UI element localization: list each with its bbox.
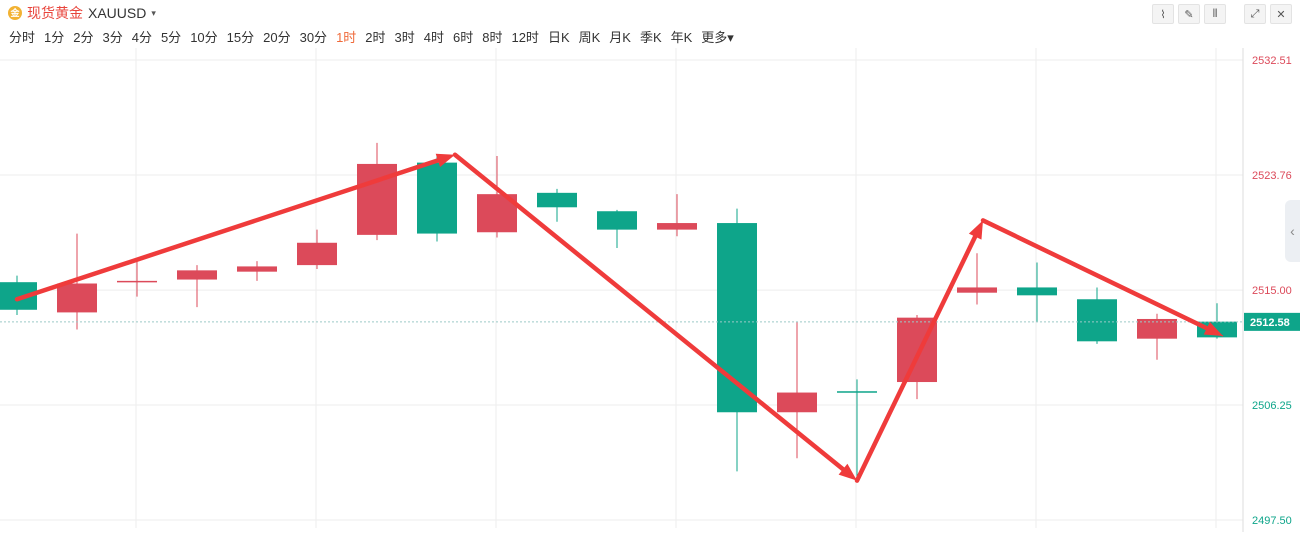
candlestick-chart: 2532.51 2523.76 2515.00 2506.25 2497.50 2512.… bbox=[0, 48, 1300, 532]
draw-icon[interactable]: ✎ bbox=[1178, 4, 1200, 24]
period-tabs: 分时 1分 2分 3分 4分 5分 10分 15分 20分 30分 1时 2时 3时 4时 6时 8时 12时日… bbox=[9, 27, 734, 46]
trend-arrow-head bbox=[838, 463, 857, 481]
period-tab[interactable]: 2时 bbox=[365, 30, 386, 45]
period-tab[interactable]: 3分 bbox=[102, 30, 123, 45]
period-tab[interactable]: 12时 bbox=[511, 30, 539, 45]
close-icon[interactable]: ✕ bbox=[1270, 4, 1292, 24]
candle-body bbox=[297, 242, 337, 266]
period-tab[interactable]: 4分 bbox=[131, 30, 152, 45]
candle-body bbox=[177, 270, 217, 280]
period-tab[interactable]: 分时 bbox=[9, 30, 36, 45]
period-tab[interactable]: 4时 bbox=[423, 30, 444, 45]
trend-arrow-head bbox=[1203, 321, 1223, 337]
y-tick-label: 2523.76 bbox=[1252, 170, 1292, 182]
last-price-tag bbox=[1244, 312, 1300, 331]
candle-body bbox=[417, 162, 457, 234]
trend-arrow-shaft bbox=[452, 152, 849, 475]
y-tick-label: 2532.51 bbox=[1252, 55, 1292, 67]
candle-body bbox=[1077, 299, 1117, 342]
indicator-icon[interactable]: ⌇ bbox=[1152, 4, 1174, 24]
period-tab[interactable]: 1分 bbox=[44, 30, 65, 45]
period-tab[interactable]: 2分 bbox=[73, 30, 94, 45]
chevron-down-icon: ▾ bbox=[151, 7, 156, 18]
period-tab[interactable]: 15分 bbox=[226, 30, 255, 45]
y-tick-label: 2506.25 bbox=[1252, 400, 1292, 412]
candle-body bbox=[57, 283, 97, 313]
y-tick-label: 2515.00 bbox=[1252, 285, 1292, 297]
candle-body bbox=[837, 391, 877, 393]
period-tab[interactable]: 周K bbox=[578, 30, 601, 45]
period-tab[interactable]: 10分 bbox=[190, 30, 218, 45]
symbol-name: 现货黄金 bbox=[27, 5, 83, 21]
period-tab[interactable]: 日K bbox=[547, 30, 570, 45]
candle-body bbox=[957, 287, 997, 293]
chevron-left-icon: ‹ bbox=[1290, 223, 1295, 239]
candle-body bbox=[777, 392, 817, 413]
gold-coin-icon: 金 bbox=[8, 6, 22, 20]
symbol-code: XAUUSD bbox=[88, 5, 147, 21]
candle-body bbox=[657, 223, 697, 230]
symbol-selector[interactable]: 金 现货黄金 XAUUSD ▾ bbox=[8, 3, 156, 23]
last-price-label: 2512.58 bbox=[1250, 317, 1290, 329]
candle-style-icon[interactable]: ⫴ bbox=[1204, 4, 1226, 24]
y-tick-label: 2497.50 bbox=[1252, 515, 1292, 527]
period-tab[interactable]: 月K bbox=[609, 30, 631, 45]
trend-arrow-shaft bbox=[14, 156, 444, 302]
period-tab[interactable]: 年K bbox=[670, 30, 693, 45]
side-panel-toggle[interactable]: ‹ bbox=[1285, 200, 1300, 262]
candle-body bbox=[537, 192, 577, 208]
candle-body bbox=[237, 266, 277, 272]
trend-arrow-head bbox=[435, 153, 455, 168]
candle-body bbox=[1137, 318, 1177, 339]
period-tab[interactable]: 8时 bbox=[482, 30, 503, 45]
period-tab[interactable]: 30分 bbox=[299, 30, 328, 45]
toolbar: ⌇ ✎ ⫴ ⤢ ✕ bbox=[1152, 4, 1292, 24]
trend-arrow-shaft bbox=[980, 218, 1213, 333]
top-bar: 金 现货黄金 XAUUSD ▾ ⌇ ✎ ⫴ ⤢ ✕ bbox=[0, 0, 1300, 24]
trend-arrow-shaft bbox=[854, 230, 980, 483]
candle-body bbox=[1017, 287, 1057, 296]
period-tab[interactable]: 更多▾ bbox=[701, 30, 734, 45]
period-tab[interactable]: 1时 bbox=[336, 30, 357, 45]
period-tab[interactable]: 5分 bbox=[160, 30, 182, 45]
period-tab[interactable]: 20分 bbox=[263, 30, 291, 45]
period-tab[interactable]: 季K bbox=[639, 30, 662, 45]
period-tab[interactable]: 3时 bbox=[394, 30, 415, 45]
period-tab[interactable]: 6时 bbox=[453, 30, 474, 45]
candle-body bbox=[117, 280, 157, 283]
fullscreen-icon[interactable]: ⤢ bbox=[1244, 4, 1266, 24]
trend-arrow-head bbox=[968, 220, 983, 240]
candle-body bbox=[597, 211, 637, 230]
